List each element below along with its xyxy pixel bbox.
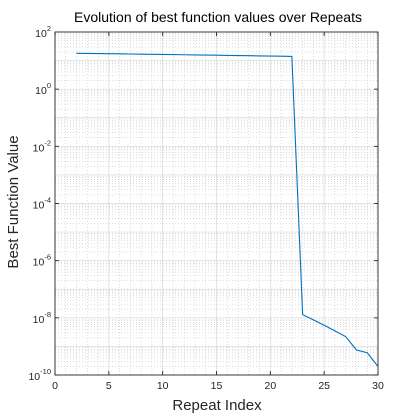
y-tick-label: 102 (35, 24, 51, 40)
y-tick-label: 10-8 (33, 310, 51, 326)
x-tick-label: 30 (372, 380, 384, 392)
y-tick-label: 10-10 (28, 367, 51, 383)
grid (55, 32, 378, 375)
x-tick-label: 10 (157, 380, 169, 392)
x-tick-label: 20 (264, 380, 276, 392)
x-tick-label: 15 (211, 380, 223, 392)
y-axis-label: Best Function Value (5, 135, 22, 268)
y-tick-label: 10-6 (33, 253, 51, 269)
series-line-1 (76, 52, 379, 367)
y-tick-label: 10-4 (33, 196, 51, 212)
tick-labels: 0 5 10 15 20 25 30 10-10 10-8 10-6 10-4 10-2 100 102 (28, 24, 384, 392)
y-tick-label: 10-2 (33, 138, 51, 154)
axes (54, 31, 379, 376)
x-tick-label: 5 (106, 380, 112, 392)
x-axis-label: Repeat Index (172, 397, 262, 414)
x-tick-label: 25 (318, 380, 330, 392)
y-tick-label: 100 (35, 81, 51, 97)
x-tick-label: 0 (52, 380, 58, 392)
series-layer (76, 52, 379, 367)
chart-title: Evolution of best function values over R… (74, 9, 362, 25)
